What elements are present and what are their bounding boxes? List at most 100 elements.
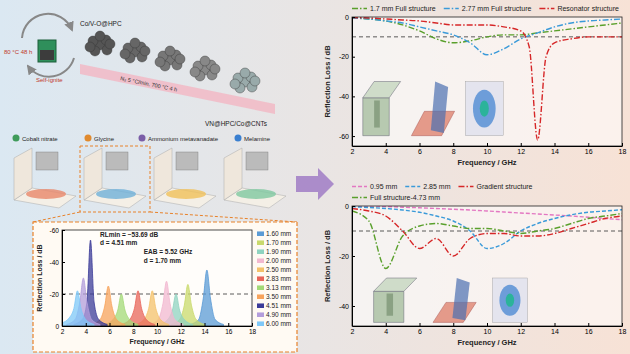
inset-shape bbox=[431, 82, 448, 133]
chart: 0.95 mm2.85 mmGradient structureFull str… bbox=[323, 183, 626, 347]
x-tick-label: 12 bbox=[517, 328, 525, 335]
x-tick-mark bbox=[133, 323, 134, 326]
process-step: Self-ignite bbox=[36, 77, 63, 83]
mini-plot bbox=[224, 148, 286, 208]
line-series bbox=[352, 209, 622, 257]
chart: 1.60 mm1.70 mm1.90 mm2.00 mm2.50 mm2.83 … bbox=[36, 227, 291, 346]
particle bbox=[105, 39, 115, 49]
x-tick-label: 12 bbox=[178, 328, 186, 335]
x-tick-label: 10 bbox=[484, 328, 492, 335]
material-label: Co/V-O@HPC bbox=[80, 20, 122, 27]
plot-frame bbox=[352, 17, 622, 146]
x-tick: 6 bbox=[418, 143, 422, 155]
y-axis-line bbox=[62, 231, 63, 327]
legend-swatch bbox=[257, 258, 264, 263]
mini-plot-image bbox=[36, 152, 58, 170]
y-tick-mark bbox=[62, 326, 65, 327]
y-tick-label: -60 bbox=[339, 133, 349, 140]
x-tick-label: 8 bbox=[452, 148, 456, 155]
y-tick-label: -20 bbox=[339, 253, 349, 260]
particle bbox=[200, 56, 210, 66]
x-tick-label: 6 bbox=[418, 328, 422, 335]
x-tick-mark bbox=[453, 143, 454, 146]
particle bbox=[190, 67, 200, 77]
legend-item: Full structure-4.73 mm bbox=[352, 194, 440, 201]
x-tick-mark bbox=[555, 323, 556, 326]
legend-item: 2.83 mm bbox=[257, 275, 291, 282]
x-tick-label: 12 bbox=[517, 148, 525, 155]
y-tick: -40 bbox=[50, 259, 65, 266]
x-tick: 8 bbox=[132, 323, 136, 335]
inset-image bbox=[411, 82, 454, 136]
mini-plot-surface bbox=[166, 189, 206, 199]
x-tick-label: 18 bbox=[619, 328, 627, 335]
x-tick: 8 bbox=[452, 143, 456, 155]
mini-plot bbox=[14, 148, 76, 208]
legend-swatch bbox=[352, 197, 367, 199]
connector bbox=[150, 212, 297, 222]
legend-label: 1.60 mm bbox=[266, 230, 291, 237]
x-axis-line bbox=[353, 326, 623, 327]
particle bbox=[140, 46, 150, 56]
x-tick: 10 bbox=[154, 323, 162, 335]
annotation: d = 4.51 mm bbox=[100, 239, 138, 246]
y-axis-line bbox=[352, 18, 353, 147]
legend-label: Resonator structure bbox=[557, 5, 619, 12]
x-tick-mark bbox=[86, 323, 87, 326]
legend-label: 1.7 mm Full structure bbox=[370, 5, 436, 12]
y-tick-label: 0 bbox=[55, 323, 59, 330]
legend-item: 3.13 mm bbox=[257, 284, 291, 291]
legend-label: 1.90 mm bbox=[266, 248, 291, 255]
beaker bbox=[38, 40, 56, 62]
x-tick-label: 4 bbox=[384, 148, 388, 155]
x-axis: 24681012141618 bbox=[61, 323, 257, 335]
x-tick-label: 4 bbox=[84, 328, 88, 335]
legend-item: 6.00 mm bbox=[257, 320, 291, 327]
x-tick: 12 bbox=[517, 323, 525, 335]
legend-item: 4.51 mm bbox=[257, 302, 291, 309]
x-tick-label: 14 bbox=[551, 328, 559, 335]
mini-plot bbox=[84, 148, 146, 208]
legend-label: 0.95 mm bbox=[370, 183, 397, 190]
x-tick: 8 bbox=[452, 323, 456, 335]
legend-swatch bbox=[539, 8, 554, 10]
chart: 1.7 mm Full structure2.77 mm Full struct… bbox=[323, 5, 626, 167]
legend-item: 0.95 mm bbox=[352, 183, 397, 190]
x-tick: 12 bbox=[178, 323, 186, 335]
legend-swatch bbox=[352, 186, 367, 188]
x-tick-mark bbox=[181, 323, 182, 326]
plot-marks bbox=[62, 240, 252, 326]
x-axis-title: Frequency / GHz bbox=[129, 338, 185, 346]
y-tick-label: -20 bbox=[50, 291, 60, 298]
legend-swatch bbox=[352, 8, 367, 10]
legend-label: Gradient structure bbox=[476, 183, 532, 190]
legend-item: 3.50 mm bbox=[257, 293, 291, 300]
y-tick-label: 0 bbox=[345, 14, 349, 21]
inset-shape bbox=[473, 90, 496, 128]
y-tick: -20 bbox=[339, 253, 355, 260]
inset-image bbox=[363, 82, 401, 136]
legend-swatch bbox=[257, 231, 264, 236]
process-band bbox=[80, 64, 275, 114]
particle bbox=[120, 49, 130, 59]
x-tick: 16 bbox=[585, 323, 593, 335]
inset-image bbox=[433, 278, 476, 322]
x-tick-mark bbox=[157, 323, 158, 326]
legend-item: Gradient structure bbox=[458, 183, 532, 190]
x-tick-label: 2 bbox=[61, 328, 65, 335]
annotation: RLmin = −53.69 dB bbox=[100, 231, 158, 238]
x-tick: 16 bbox=[225, 323, 233, 335]
y-tick-label: -40 bbox=[339, 93, 349, 100]
x-axis-line bbox=[353, 146, 623, 147]
x-tick-mark bbox=[487, 323, 488, 326]
legend-swatch bbox=[257, 312, 264, 317]
y-axis-title: Reflection Loss / dB bbox=[323, 229, 332, 302]
inset-shape bbox=[506, 294, 514, 307]
particle bbox=[230, 79, 240, 89]
inset-shape bbox=[363, 82, 401, 98]
legend-item: 4.90 mm bbox=[257, 311, 291, 318]
particle bbox=[250, 76, 260, 86]
y-tick: -20 bbox=[339, 53, 355, 60]
inset-shape bbox=[363, 98, 389, 136]
x-tick: 6 bbox=[108, 323, 112, 335]
